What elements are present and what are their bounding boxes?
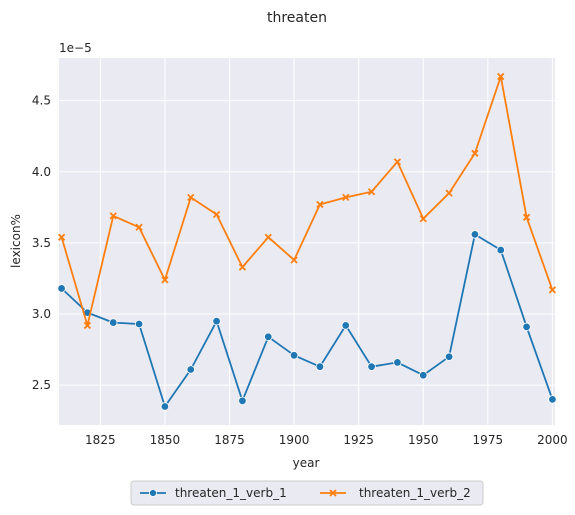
data-point-series-2 [316,200,324,209]
data-point-series-2 [342,193,350,202]
data-point-series-1 [212,316,221,326]
data-point-series-1 [160,402,170,411]
data-point-series-2 [264,233,272,241]
x-axis-label: year [293,456,320,470]
series-line-2 [60,75,554,327]
data-point-series-2 [497,72,505,81]
y-tick-label: 3.5 [32,236,51,250]
data-point-series-1 [444,352,454,361]
data-point-series-1 [470,230,480,239]
x-tick-labels: 1825 1850 1875 1900 1925 1950 1975 2000 [85,433,568,447]
series-line-1 [60,233,554,408]
data-point-series-1 [238,396,247,406]
data-point-series-1 [109,318,118,327]
data-point-series-1 [134,319,144,329]
data-point-series-1 [315,362,325,371]
data-point-series-1 [548,395,557,404]
data-point-series-1 [264,332,273,342]
data-point-series-2 [212,210,221,219]
data-point-series-2 [471,149,479,157]
legend: threaten_1_verb_1 threaten_1_verb_2 [130,480,484,506]
data-point-series-2 [135,223,143,231]
y-axis-label: lexicon% [9,214,23,268]
legend-marker-x-icon [329,489,337,497]
grid-lines [59,58,555,425]
legend-marker-circle-icon [149,489,157,497]
legend-box [130,480,484,506]
legend-item-series-2: threaten_1_verb_2 [320,486,471,500]
data-point-series-2 [419,215,427,223]
data-point-series-2 [445,189,453,197]
x-tick-label: 2000 [537,433,568,447]
data-point-series-1 [419,371,428,380]
y-tick-label: 2.5 [32,378,51,392]
x-tick-label: 1850 [150,433,181,447]
data-point-series-2 [109,212,117,220]
data-point-series-2 [57,233,66,241]
data-point-series-1 [522,322,531,332]
data-point-series-2 [290,256,298,264]
x-tick-label: 1975 [473,433,504,447]
data-point-series-1 [289,351,299,360]
data-point-series-1 [57,284,66,293]
y-tick-label: 3.0 [32,307,51,321]
data-point-series-2 [83,321,92,330]
data-point-series-2 [367,188,376,196]
y-scale-label: 1e−5 [59,41,92,55]
x-tick-label: 1925 [343,433,374,447]
y-tick-labels: 2.5 3.0 3.5 4.0 4.5 [32,94,51,392]
x-tick-label: 1875 [214,433,245,447]
data-point-series-2 [548,286,557,294]
legend-label-series-2: threaten_1_verb_2 [359,486,471,500]
data-point-series-1 [186,365,195,374]
data-point-series-1 [393,358,402,367]
data-point-series-1 [367,362,376,371]
series-layer [57,72,557,411]
data-point-series-2 [393,158,402,166]
x-tick-label: 1900 [279,433,310,447]
plot-area [59,58,555,425]
data-point-series-1 [496,245,505,255]
data-point-series-2 [161,276,169,284]
data-point-series-2 [187,193,195,202]
y-tick-label: 4.5 [32,94,51,108]
data-point-series-2 [522,213,531,221]
data-point-series-1 [341,321,350,330]
legend-label-series-1: threaten_1_verb_1 [175,486,287,500]
x-tick-label: 1950 [408,433,439,447]
legend-item-series-1: threaten_1_verb_1 [140,486,287,500]
chart-title: threaten [267,10,327,26]
data-point-series-2 [238,263,247,271]
y-tick-label: 4.0 [32,165,51,179]
x-tick-label: 1825 [85,433,116,447]
